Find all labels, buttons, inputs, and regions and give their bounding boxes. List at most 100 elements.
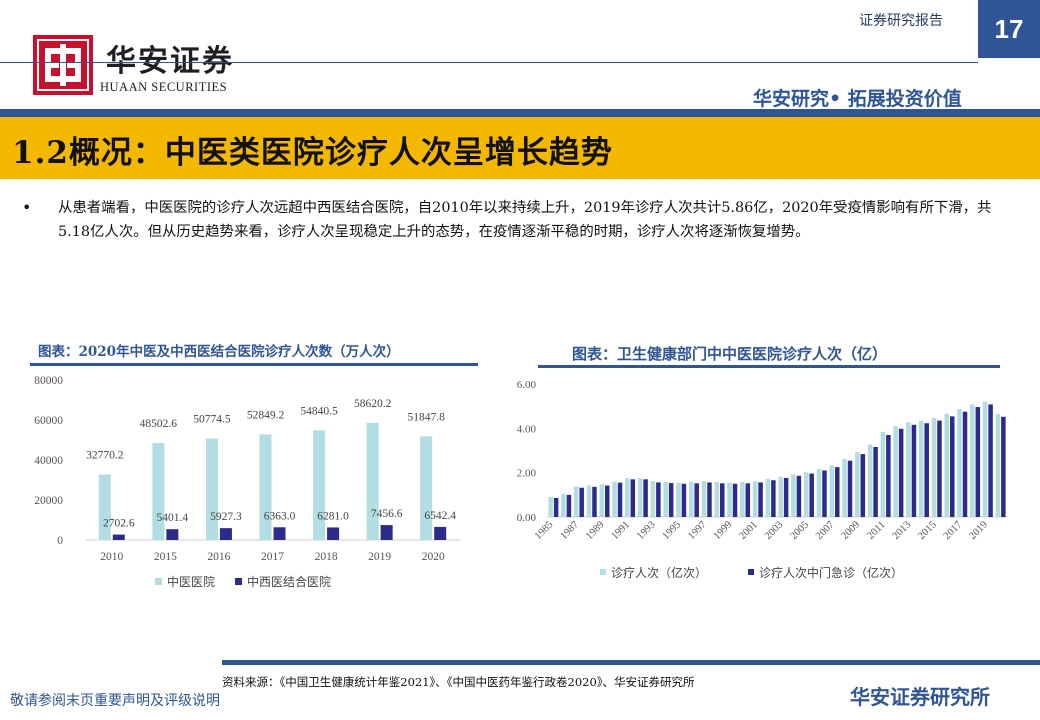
footer-divider (222, 660, 1040, 665)
bar-visits (663, 481, 668, 517)
chart2-title: 图表：卫生健康部门中中医医院诊疗人次（亿） (572, 345, 888, 363)
page-number: 17 (978, 0, 1040, 58)
bar-visits (778, 476, 783, 517)
x-tick-label: 2003 (763, 519, 786, 542)
bar-visits (944, 413, 949, 517)
header-divider (0, 62, 978, 63)
bar-outpatient-visits (924, 423, 929, 517)
legend-label: 中医医院 (167, 574, 215, 589)
bar-visits (842, 458, 847, 517)
bar-outpatient-visits (962, 411, 968, 517)
x-tick-label: 2010 (100, 551, 123, 563)
x-tick-label: 1995 (661, 519, 684, 542)
body-paragraph: 从患者端看，中医医院的诊疗人次远超中西医结合医院，自2010年以来持续上升，20… (58, 200, 992, 240)
legend-label: 诊疗人次中门急诊（亿次） (759, 565, 903, 580)
page-title: 1.2概况：中医类医院诊疗人次呈增长趋势 (12, 135, 613, 171)
bar-outpatient-visits (605, 485, 610, 517)
bar-integrated-hospital (219, 528, 232, 540)
x-tick-label: 2019 (368, 551, 391, 563)
x-tick-label: 1999 (712, 519, 735, 542)
bar-outpatient-visits (835, 467, 840, 517)
x-tick-label: 1997 (686, 519, 709, 542)
bar-integrated-hospital (434, 526, 447, 540)
bar-visits (612, 481, 617, 517)
data-label: 5401.4 (157, 512, 189, 524)
x-tick-label: 1985 (533, 519, 556, 542)
bar-outpatient-visits (783, 477, 789, 517)
bar-visits (688, 481, 694, 517)
title-top-bar (0, 109, 1040, 117)
logo-text-en: HUAAN SECURITIES (100, 80, 228, 94)
x-tick-label: 1991 (610, 519, 633, 542)
bar-outpatient-visits (553, 497, 559, 517)
bar-outpatient-visits (694, 483, 699, 517)
data-label: 6363.0 (264, 510, 296, 522)
y-tick-label: 4.00 (517, 423, 537, 435)
x-tick-label: 2018 (315, 551, 338, 563)
bar-outpatient-visits (732, 483, 738, 517)
data-label: 52849.2 (247, 409, 285, 421)
x-tick-label: 1993 (635, 519, 658, 542)
bar-outpatient-visits (898, 428, 904, 517)
bar-outpatient-visits (681, 483, 687, 517)
y-tick-label: 60000 (34, 415, 63, 427)
bar-outpatient-visits (707, 482, 712, 517)
footer-brand: 华安证券研究所 (850, 685, 990, 709)
bar-visits (803, 472, 809, 517)
bar-visits (995, 413, 1001, 517)
x-tick-label: 2017 (261, 551, 284, 563)
bar-visits (740, 481, 745, 517)
bar-visits (918, 420, 924, 517)
bar-outpatient-visits (886, 434, 891, 517)
x-tick-label: 2019 (967, 519, 990, 542)
bar-outpatient-visits (745, 483, 751, 517)
legend-swatch (748, 569, 754, 575)
data-label: 5927.3 (210, 511, 242, 523)
title-banner (0, 117, 1040, 179)
bar-integrated-hospital (273, 527, 286, 540)
x-tick-label: 1987 (558, 519, 581, 542)
source-note: 资料来源：《中国卫生健康统计年鉴2021》、《中国中医药年鉴行政卷2020》、华… (222, 675, 695, 689)
x-tick-label: 2009 (840, 519, 863, 542)
bar-outpatient-visits (771, 480, 776, 517)
x-tick-label: 2007 (814, 519, 837, 542)
bar-outpatient-visits (950, 416, 955, 517)
y-tick-label: 6.00 (517, 379, 537, 391)
x-tick-label: 2011 (865, 519, 887, 541)
chart1-title: 图表：2020年中医及中西医结合医院诊疗人次数（万人次） (38, 344, 400, 360)
bullet-marker: • (22, 198, 32, 217)
chart1-title-underline (30, 363, 478, 366)
bar-visits (855, 452, 860, 517)
bar-visits (765, 478, 771, 517)
logo-text-cn: 华安证券 (106, 44, 234, 79)
y-tick-label: 0 (57, 535, 63, 547)
bar-outpatient-visits (617, 482, 623, 517)
bar-outpatient-visits (937, 420, 942, 517)
bar-visits (816, 469, 822, 517)
x-tick-label: 2013 (891, 519, 914, 542)
bar-tcm-hospital (98, 474, 111, 540)
x-tick-label: 2016 (207, 551, 230, 563)
legend-label: 中西医结合医院 (247, 574, 331, 589)
bar-outpatient-visits (720, 483, 725, 517)
data-label: 7456.6 (371, 508, 403, 520)
bar-tcm-hospital (152, 442, 165, 540)
bar-visits (957, 409, 962, 517)
y-tick-label: 40000 (34, 455, 63, 467)
bar-visits (573, 486, 579, 517)
y-tick-label: 2.00 (517, 468, 537, 480)
bar-visits (970, 404, 975, 517)
bar-tcm-hospital (366, 422, 379, 540)
bar-integrated-hospital (380, 525, 393, 540)
disclaimer-link[interactable]: 敬请参阅末页重要声明及评级说明 (10, 693, 220, 709)
x-tick-label: 2005 (788, 519, 811, 542)
bar-outpatient-visits (809, 473, 814, 517)
bar-visits (561, 493, 566, 517)
bar-visits (893, 426, 898, 517)
bar-visits (714, 481, 719, 517)
chart2-svg: 0.00 2.00 4.00 6.00 1985 1987 1989 1991 1993 1995… (517, 379, 1007, 580)
x-tick-label: 2015 (154, 551, 177, 563)
bar-outpatient-visits (758, 482, 763, 517)
data-label: 48502.6 (140, 418, 178, 430)
y-tick-label: 80000 (34, 375, 63, 387)
